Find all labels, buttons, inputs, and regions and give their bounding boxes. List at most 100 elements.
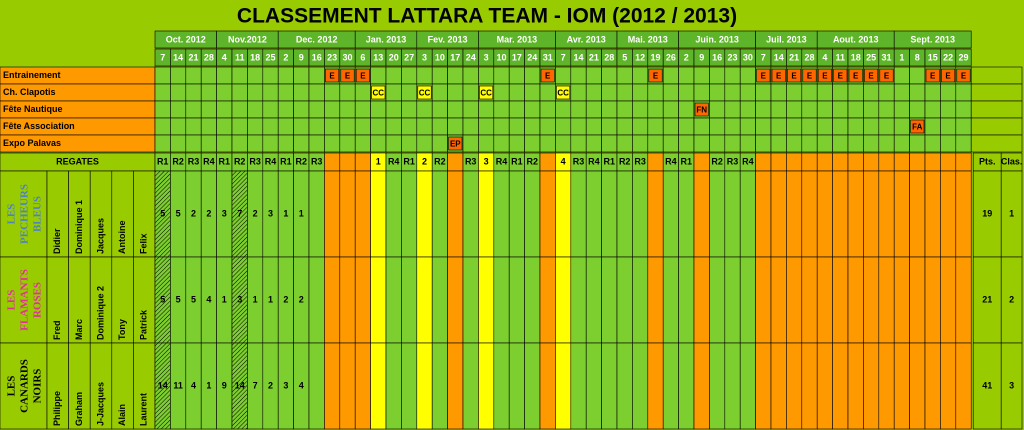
activity-cell: [293, 100, 310, 119]
score-cell: [616, 256, 633, 344]
activity-cell: [493, 66, 510, 85]
regate-cell: [955, 152, 972, 172]
score-cell: [863, 256, 880, 344]
score-cell: [555, 256, 572, 344]
regate-cell: [693, 152, 710, 172]
activity-cell: [524, 66, 541, 85]
points: 21: [982, 294, 992, 304]
activity-cell: [662, 66, 679, 85]
score-cell: [847, 256, 864, 344]
activity-cell: [493, 134, 510, 153]
score-cell: [416, 170, 433, 258]
score-cell: [878, 342, 895, 430]
day-label: 28: [604, 52, 614, 62]
score-cell: [924, 256, 941, 344]
score-cell: [755, 342, 772, 430]
regate-label: 2: [422, 156, 427, 166]
regate-label: R3: [249, 156, 261, 166]
activity-cell: [770, 117, 787, 136]
activity-cell: [755, 100, 772, 119]
activity-code: E: [345, 72, 351, 81]
activity-cell: [293, 117, 310, 136]
score-cell: [401, 170, 418, 258]
activity-cell: [247, 100, 264, 119]
score: 2: [299, 294, 304, 304]
day-label: 20: [389, 52, 399, 62]
activity-cell: [601, 134, 618, 153]
regate-label: R2: [172, 156, 184, 166]
activity-cell: [863, 100, 880, 119]
activity-code: E: [761, 72, 767, 81]
regate-label: R3: [727, 156, 739, 166]
month-label: Nov.2012: [228, 34, 267, 44]
activity-mark: [448, 136, 463, 151]
score: 1: [222, 294, 227, 304]
activity-cell: [262, 83, 279, 102]
score: 3: [268, 208, 273, 218]
activity-cell: [524, 83, 541, 102]
activity-cell: [324, 100, 341, 119]
score-cell: [324, 342, 341, 430]
score-cell: [632, 170, 649, 258]
member-name: Dominique 1: [74, 200, 84, 254]
score-cell: [924, 342, 941, 430]
activity-cell: [709, 66, 726, 85]
activity-cell: [154, 100, 171, 119]
score-cell: [447, 256, 464, 344]
score-cell: [909, 342, 926, 430]
side-cell: [970, 100, 1023, 119]
score-cell: [339, 170, 356, 258]
day-label: 7: [761, 52, 766, 62]
activity-cell: [185, 66, 202, 85]
activity-cell: [616, 100, 633, 119]
activity-mark: [556, 85, 571, 100]
activity-cell: [262, 134, 279, 153]
month-header: [893, 30, 972, 49]
activity-mark: [355, 68, 370, 83]
member-name: Laurent: [139, 393, 149, 426]
activity-cell: [508, 100, 525, 119]
activity-cell: [462, 117, 479, 136]
regate-cell: [909, 152, 926, 172]
score: 1: [299, 208, 304, 218]
activity-cell: [755, 134, 772, 153]
score: 5: [176, 208, 181, 218]
team-name: LES: [6, 290, 18, 311]
score-cell: [339, 256, 356, 344]
activity-cell: [170, 100, 187, 119]
activity-cell: [154, 66, 171, 85]
activity-mark: [417, 85, 432, 100]
activity-mark: [340, 68, 355, 83]
score-cell: [570, 342, 587, 430]
regate-label: R4: [665, 156, 677, 166]
score-cell: [801, 256, 818, 344]
activity-code: FA: [912, 123, 922, 132]
score: 4: [299, 380, 304, 390]
rank: 2: [1009, 294, 1014, 304]
score-cell: [385, 342, 402, 430]
activity-cell: [370, 117, 387, 136]
activity-cell: [816, 100, 833, 119]
activity-cell: [632, 117, 649, 136]
score-cell: [524, 342, 541, 430]
day-label: 26: [666, 52, 676, 62]
team-name-cell: [0, 170, 48, 258]
activity-cell: [462, 134, 479, 153]
regate-label: R1: [403, 156, 415, 166]
member-name: Marc: [74, 319, 84, 340]
activity-cell: [416, 134, 433, 153]
activity-cell: [416, 66, 433, 85]
team-name: CANARDS: [19, 359, 31, 413]
activity-cell: [277, 117, 294, 136]
activity-code: E: [653, 72, 659, 81]
activity-mark: [756, 68, 771, 83]
regate-label: R4: [588, 156, 600, 166]
activity-cell: [508, 83, 525, 102]
score-cell: [816, 170, 833, 258]
score: 4: [206, 294, 211, 304]
score-cell: [508, 170, 525, 258]
day-label: 21: [188, 52, 198, 62]
activity-cell: [709, 100, 726, 119]
score-cell: [416, 256, 433, 344]
activity-cell: [678, 66, 695, 85]
